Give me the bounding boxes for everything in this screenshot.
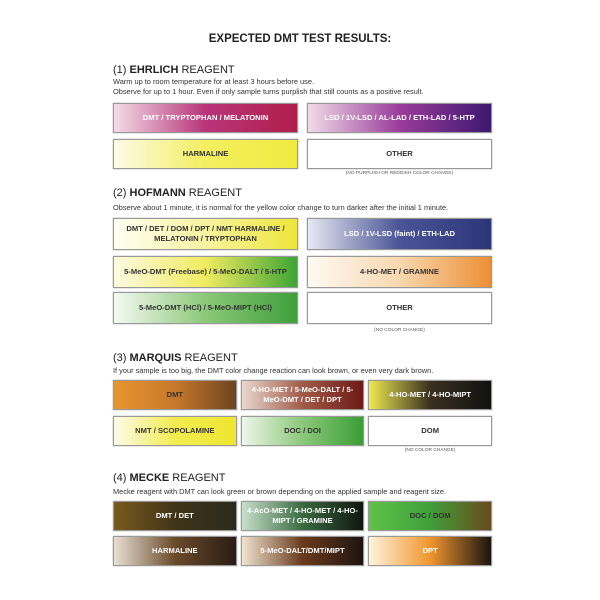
no-change-note: (NO COLOR CHANGE) <box>404 448 456 453</box>
result-swatch: NMT / SCOPOLAMINE <box>113 416 237 446</box>
result-swatch: LSD / 1V-LSD / AL-LAD / ETH-LAD / 5-HTP <box>307 103 492 133</box>
section-heading: (4) MECKE REAGENT <box>113 472 226 484</box>
section-instructions: If your sample is too big, the DMT color… <box>113 366 434 375</box>
section-heading: (1) EHRLICH REAGENT <box>113 64 235 76</box>
result-swatch: 5-MeO-DMT (Freebase) / 5-MeO-DALT / 5-HT… <box>113 256 298 288</box>
result-swatch: 4-HO-MET / 5-MeO-DALT / 5-MeO-DMT / DET … <box>240 380 365 410</box>
section-instructions: Observe about 1 minute, it is normal for… <box>113 203 449 212</box>
no-change-note: (NO PURPLISH OR REDDISH COLOR CHANGE) <box>345 171 454 176</box>
result-swatch: 4-AcO-MET / 4-HO-MET / 4-HO-MIPT / GRAMI… <box>240 501 365 531</box>
section-instructions: Mecke reagent with DMT can look green or… <box>113 487 447 496</box>
result-swatch: DMT / DET / DOM / DPT / NMT HARMALINE / … <box>113 218 298 250</box>
result-swatch: 5-MeO-DALT/DMT/MIPT <box>240 536 365 566</box>
result-swatch: 4-HO-MET / 4-HO-MIPT <box>368 380 492 410</box>
result-swatch: OTHER <box>307 139 492 169</box>
result-swatch: DMT / DET <box>113 501 237 531</box>
section-heading: (3) MARQUIS REAGENT <box>113 352 238 364</box>
result-swatch: DPT <box>368 536 492 566</box>
result-swatch: 4-HO-MET / GRAMINE <box>307 256 492 288</box>
page-title: EXPECTED DMT TEST RESULTS: <box>208 33 392 45</box>
result-swatch: OTHER <box>307 292 492 324</box>
result-swatch: 5-MeO-DMT (HCl) / 5-MeO-MIPT (HCl) <box>113 292 298 324</box>
result-swatch: DOC / DOI <box>240 416 365 446</box>
result-swatch: HARMALINE <box>113 139 298 169</box>
result-swatch: DMT / TRYPTOPHAN / MELATONIN <box>113 103 298 133</box>
section-heading: (2) HOFMANN REAGENT <box>113 187 242 199</box>
no-change-note: (NO COLOR CHANGE) <box>374 328 425 333</box>
section-instructions: Warm up to room temperature for at least… <box>113 77 315 86</box>
result-swatch: HARMALINE <box>113 536 237 566</box>
section-instructions: Observe for up to 1 hour. Even if only s… <box>113 87 424 96</box>
result-swatch: LSD / 1V-LSD (faint) / ETH-LAD <box>307 218 492 250</box>
result-swatch: DOC / DOM <box>368 501 492 531</box>
result-swatch: DOM <box>368 416 492 446</box>
result-swatch: DMT <box>113 380 237 410</box>
